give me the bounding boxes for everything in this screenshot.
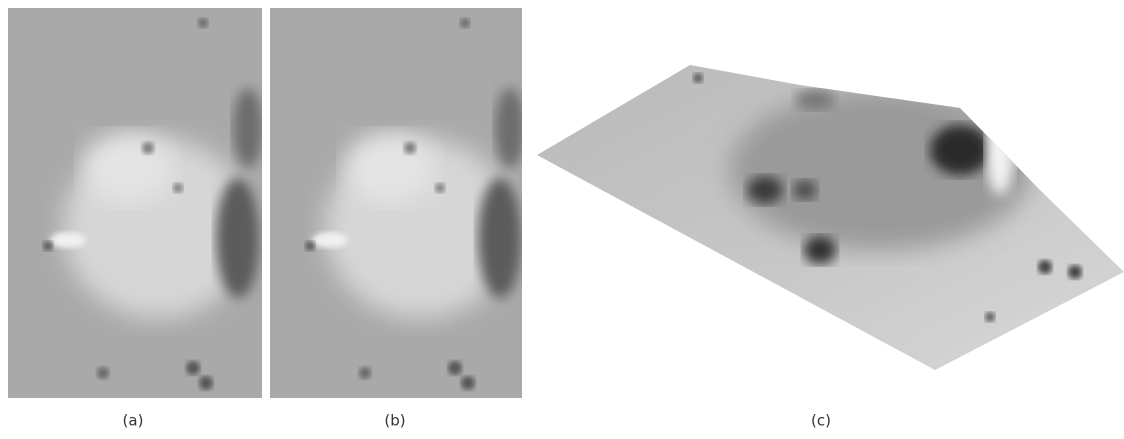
page: (a) (b) (c) (() => { const data = JSON.p… (0, 0, 1124, 439)
panel-a-image (8, 8, 263, 398)
panel-label: (a) (123, 412, 144, 430)
figure: (a) (b) (c) (0, 0, 1124, 439)
panel-b-image (270, 8, 525, 398)
panel-label: (c) (811, 412, 831, 430)
panel-c-image (530, 55, 1124, 375)
panel-label: (b) (384, 412, 405, 430)
